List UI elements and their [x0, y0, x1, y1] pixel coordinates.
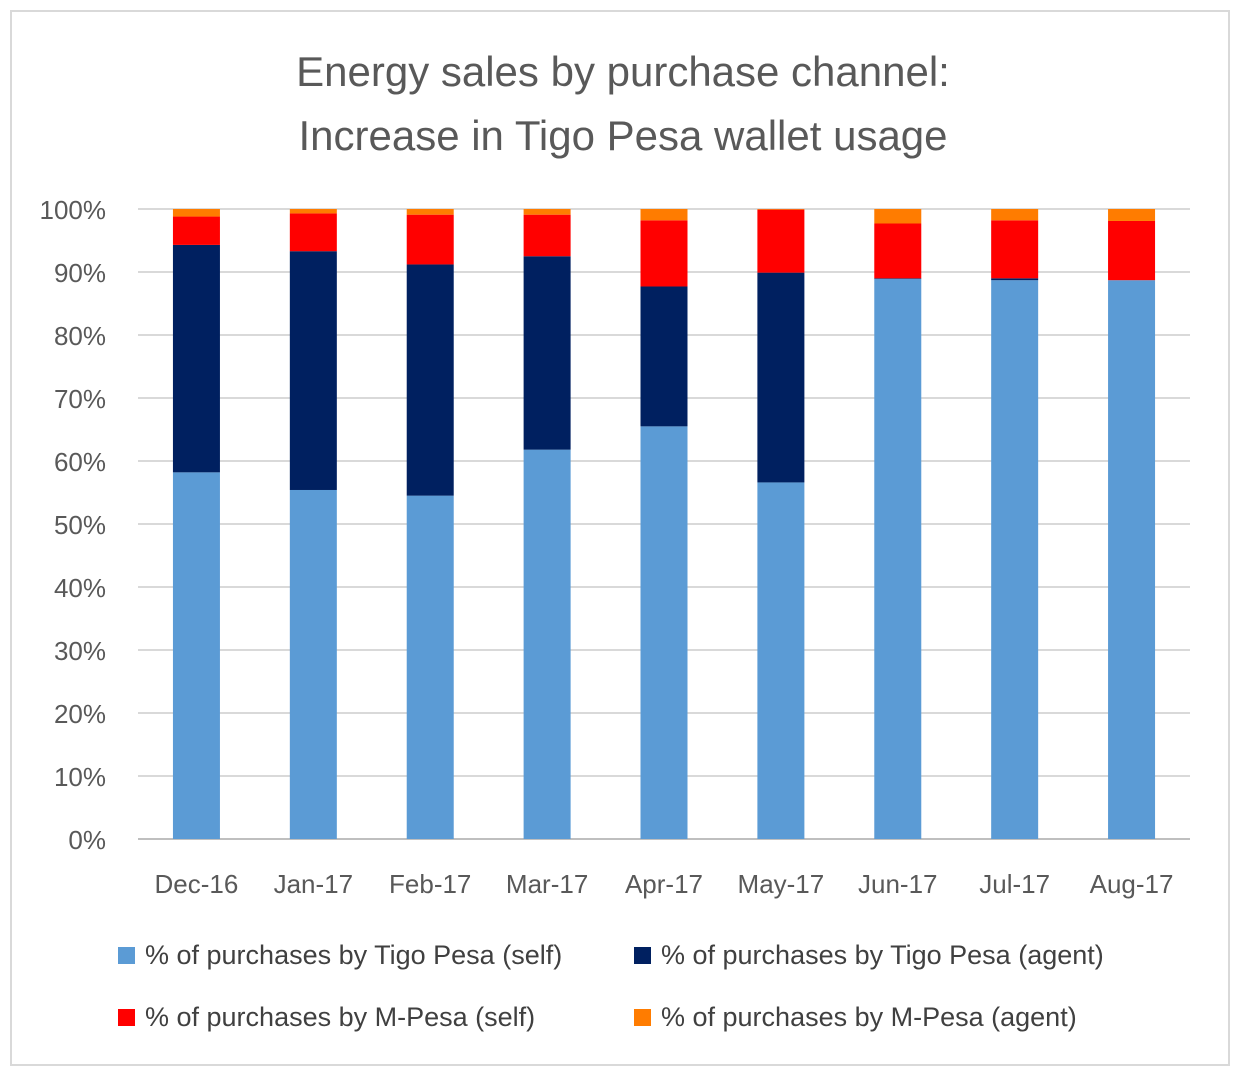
bar-segment-jun-17-series-3 — [874, 209, 922, 224]
legend-swatch-tigo-agent — [634, 947, 651, 964]
legend-item-tigo-agent: % of purchases by Tigo Pesa (agent) — [634, 940, 1104, 971]
x-tick-label: Feb-17 — [389, 869, 471, 899]
bar-segment-apr-17-series-0 — [640, 426, 688, 839]
bar-segment-feb-17-series-2 — [406, 214, 454, 265]
bar-segment-dec-16-series-2 — [172, 216, 220, 245]
bar-segment-dec-16-series-3 — [172, 209, 220, 217]
bar-segment-jul-17-series-0 — [991, 280, 1039, 839]
bar-segment-aug-17-series-2 — [1108, 220, 1156, 281]
y-tick-label: 80% — [54, 321, 106, 351]
bar-segment-jul-17-series-1 — [991, 278, 1039, 281]
x-tick-label: Jan-17 — [274, 869, 354, 899]
bar-segment-may-17-series-1 — [757, 272, 805, 483]
bar-segment-jan-17-series-0 — [289, 489, 337, 839]
bar-segment-aug-17-series-3 — [1108, 209, 1156, 221]
bar-segment-mar-17-series-3 — [523, 209, 571, 215]
bar-segment-may-17-series-3 — [757, 209, 805, 210]
bar-segment-feb-17-series-0 — [406, 495, 454, 839]
bar-segment-jan-17-series-3 — [289, 209, 337, 214]
bar-segment-jun-17-series-0 — [874, 278, 922, 839]
bar-segment-apr-17-series-2 — [640, 220, 688, 287]
bar-segment-feb-17-series-3 — [406, 209, 454, 215]
bar-segment-mar-17-series-2 — [523, 214, 571, 257]
bar-segment-jan-17-series-2 — [289, 213, 337, 252]
bar-segment-jun-17-series-2 — [874, 223, 922, 279]
y-tick-label: 10% — [54, 762, 106, 792]
x-tick-label: Apr-17 — [625, 869, 703, 899]
bar-segment-jan-17-series-1 — [289, 251, 337, 490]
legend-item-mpesa-self: % of purchases by M-Pesa (self) — [118, 1002, 535, 1033]
bar-segment-jul-17-series-3 — [991, 209, 1039, 221]
legend-label-mpesa-self: % of purchases by M-Pesa (self) — [145, 1002, 536, 1032]
legend-label-tigo-agent: % of purchases by Tigo Pesa (agent) — [661, 940, 1104, 970]
y-tick-label: 20% — [54, 699, 106, 729]
bar-segment-dec-16-series-1 — [172, 244, 220, 473]
x-tick-label: Aug-17 — [1090, 869, 1174, 899]
y-tick-label: 60% — [54, 447, 106, 477]
x-tick-label: Jul-17 — [979, 869, 1050, 899]
bar-segment-mar-17-series-1 — [523, 256, 571, 450]
bar-segment-mar-17-series-0 — [523, 449, 571, 839]
bar-segment-feb-17-series-1 — [406, 264, 454, 496]
axes: 0% 10% 20% 30% 40% 50% 60% 70% 80% 90% 100% Dec-16 J… — [40, 195, 1174, 899]
legend-item-mpesa-agent: % of purchases by M-Pesa (agent) — [634, 1002, 1077, 1033]
y-tick-label: 100% — [40, 195, 107, 225]
y-tick-label: 30% — [54, 636, 106, 666]
x-tick-label: Dec-16 — [155, 869, 239, 899]
legend-item-tigo-self: % of purchases by Tigo Pesa (self) — [118, 940, 562, 971]
bar-segment-may-17-series-2 — [757, 209, 805, 273]
y-tick-label: 40% — [54, 573, 106, 603]
bar-segment-may-17-series-0 — [757, 482, 805, 839]
bar-segment-apr-17-series-1 — [640, 286, 688, 427]
legend-swatch-tigo-self — [118, 947, 135, 964]
legend-label-mpesa-agent: % of purchases by M-Pesa (agent) — [661, 1002, 1077, 1032]
bar-segment-apr-17-series-3 — [640, 209, 688, 221]
y-tick-label: 70% — [54, 384, 106, 414]
bar-segment-jun-17-series-1 — [874, 278, 922, 279]
legend-swatch-mpesa-agent — [634, 1009, 651, 1026]
bar-segment-jul-17-series-2 — [991, 220, 1039, 279]
x-tick-label: May-17 — [738, 869, 825, 899]
bar-segment-dec-16-series-0 — [172, 472, 220, 839]
bars — [172, 209, 1156, 839]
chart-title-line-2: Increase in Tigo Pesa wallet usage — [298, 112, 948, 159]
chart-title-line-1: Energy sales by purchase channel: — [296, 48, 950, 95]
bar-segment-aug-17-series-0 — [1108, 280, 1156, 839]
y-tick-label: 0% — [68, 825, 106, 855]
y-tick-label: 50% — [54, 510, 106, 540]
x-tick-label: Jun-17 — [858, 869, 938, 899]
y-tick-label: 90% — [54, 258, 106, 288]
legend-label-tigo-self: % of purchases by Tigo Pesa (self) — [145, 940, 563, 970]
x-tick-label: Mar-17 — [506, 869, 588, 899]
legend-swatch-mpesa-self — [118, 1009, 135, 1026]
